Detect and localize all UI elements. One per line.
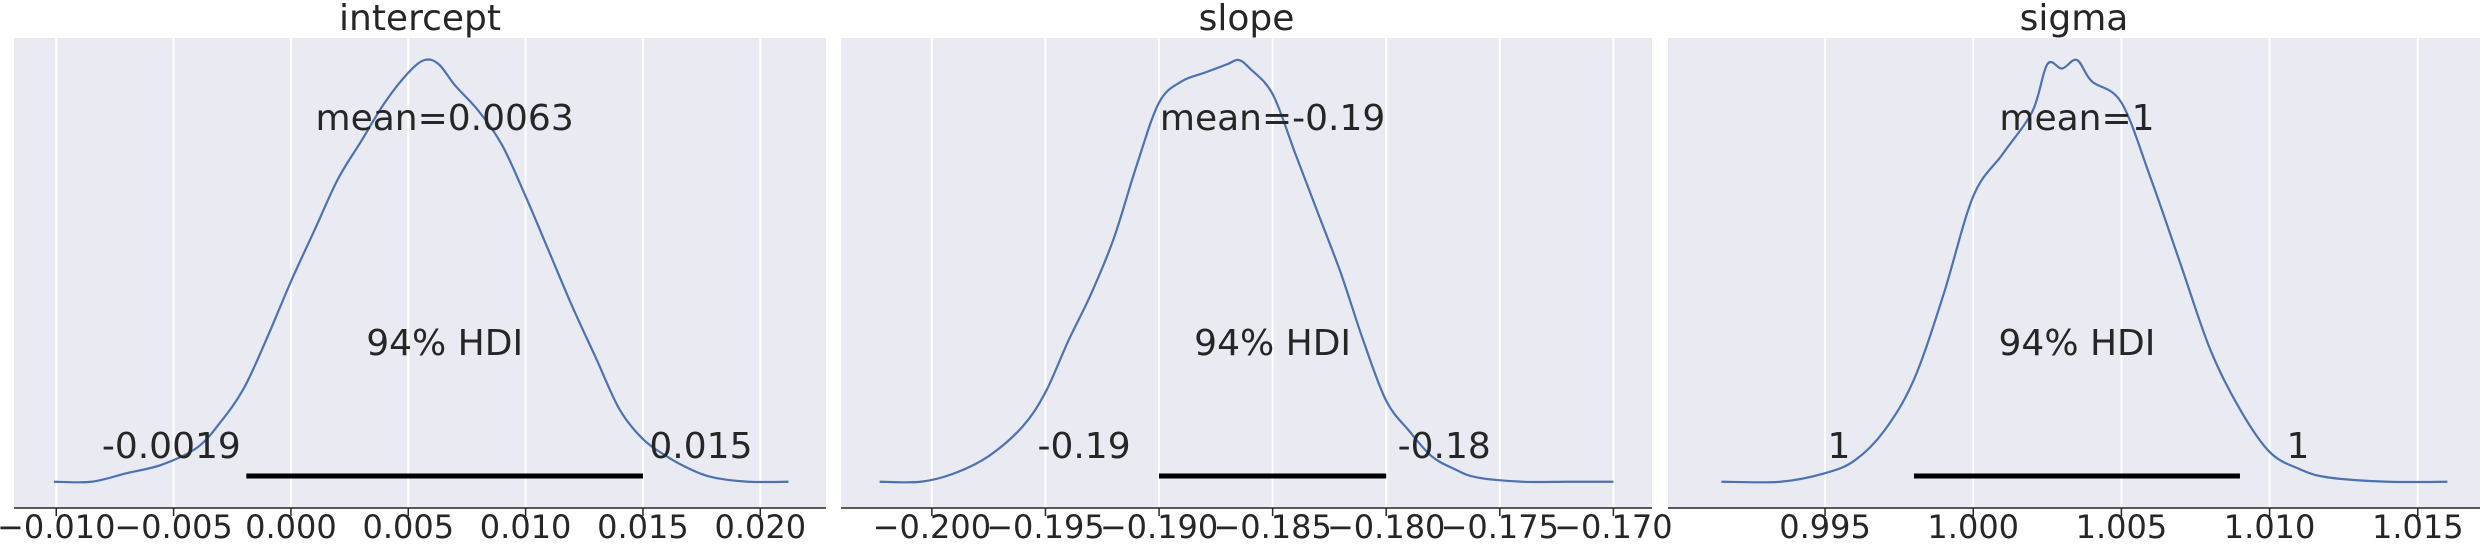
x-tick-label: 0.005 (362, 508, 454, 546)
mean-label: mean=0.0063 (316, 98, 574, 139)
hdi-caption: 94% HDI (366, 323, 523, 364)
plot-area (841, 38, 1652, 508)
x-tick-label: 0.010 (480, 508, 572, 546)
subplot-title: intercept (339, 0, 501, 39)
x-tick-label: −0.005 (114, 508, 232, 546)
x-tick-label: −0.010 (0, 508, 115, 546)
hdi-lower-label: -0.19 (1037, 426, 1130, 467)
mean-label: mean=1 (1999, 98, 2154, 139)
x-tick-label: −0.200 (873, 508, 991, 546)
density-curve (53, 58, 789, 484)
subplot-sigma: 0.995 1.000 1.005 1.010 1.015 1 1 94% HDI mean=1… (1668, 0, 2480, 546)
x-tick-label: 0.020 (714, 508, 806, 546)
plot-area (14, 38, 826, 508)
density-curve (1721, 58, 2448, 484)
x-tick-label: 0.015 (597, 508, 689, 546)
hdi-upper-label: 0.015 (649, 426, 752, 467)
x-tick-label: −0.185 (1213, 508, 1331, 546)
subplot-title: slope (1199, 0, 1295, 39)
density-curve (879, 58, 1614, 484)
x-tick-label: 1.005 (2076, 508, 2168, 546)
x-tick-label: 0.995 (1779, 508, 1871, 546)
x-tick-label: 1.000 (1927, 508, 2019, 546)
x-tick-label: −0.170 (1554, 508, 1672, 546)
hdi-upper-label: 1 (2287, 426, 2310, 467)
x-tick-label: 1.015 (2372, 508, 2464, 546)
subplot-intercept: −0.010−0.005 0.000 0.005 0.010 0.015 0.020 -0.… (0, 0, 826, 546)
hdi-caption: 94% HDI (1194, 323, 1351, 364)
x-tick-label: −0.175 (1441, 508, 1559, 546)
x-tick-label: 1.010 (2224, 508, 2316, 546)
x-tick-label: −0.190 (1100, 508, 1218, 546)
hdi-upper-label: -0.18 (1398, 426, 1491, 467)
x-tick-label: 0.000 (245, 508, 337, 546)
plot-area (1668, 38, 2480, 508)
hdi-caption: 94% HDI (1999, 323, 2156, 364)
subplot-slope: −0.200−0.195−0.190−0.185−0.180−0.175−0.1… (841, 0, 1673, 546)
hdi-lower-label: -0.0019 (102, 426, 241, 467)
mean-label: mean=-0.19 (1160, 98, 1385, 139)
hdi-lower-label: 1 (1828, 426, 1851, 467)
x-tick-label: −0.195 (986, 508, 1104, 546)
subplot-title: sigma (2020, 0, 2129, 39)
x-tick-label: −0.180 (1327, 508, 1445, 546)
